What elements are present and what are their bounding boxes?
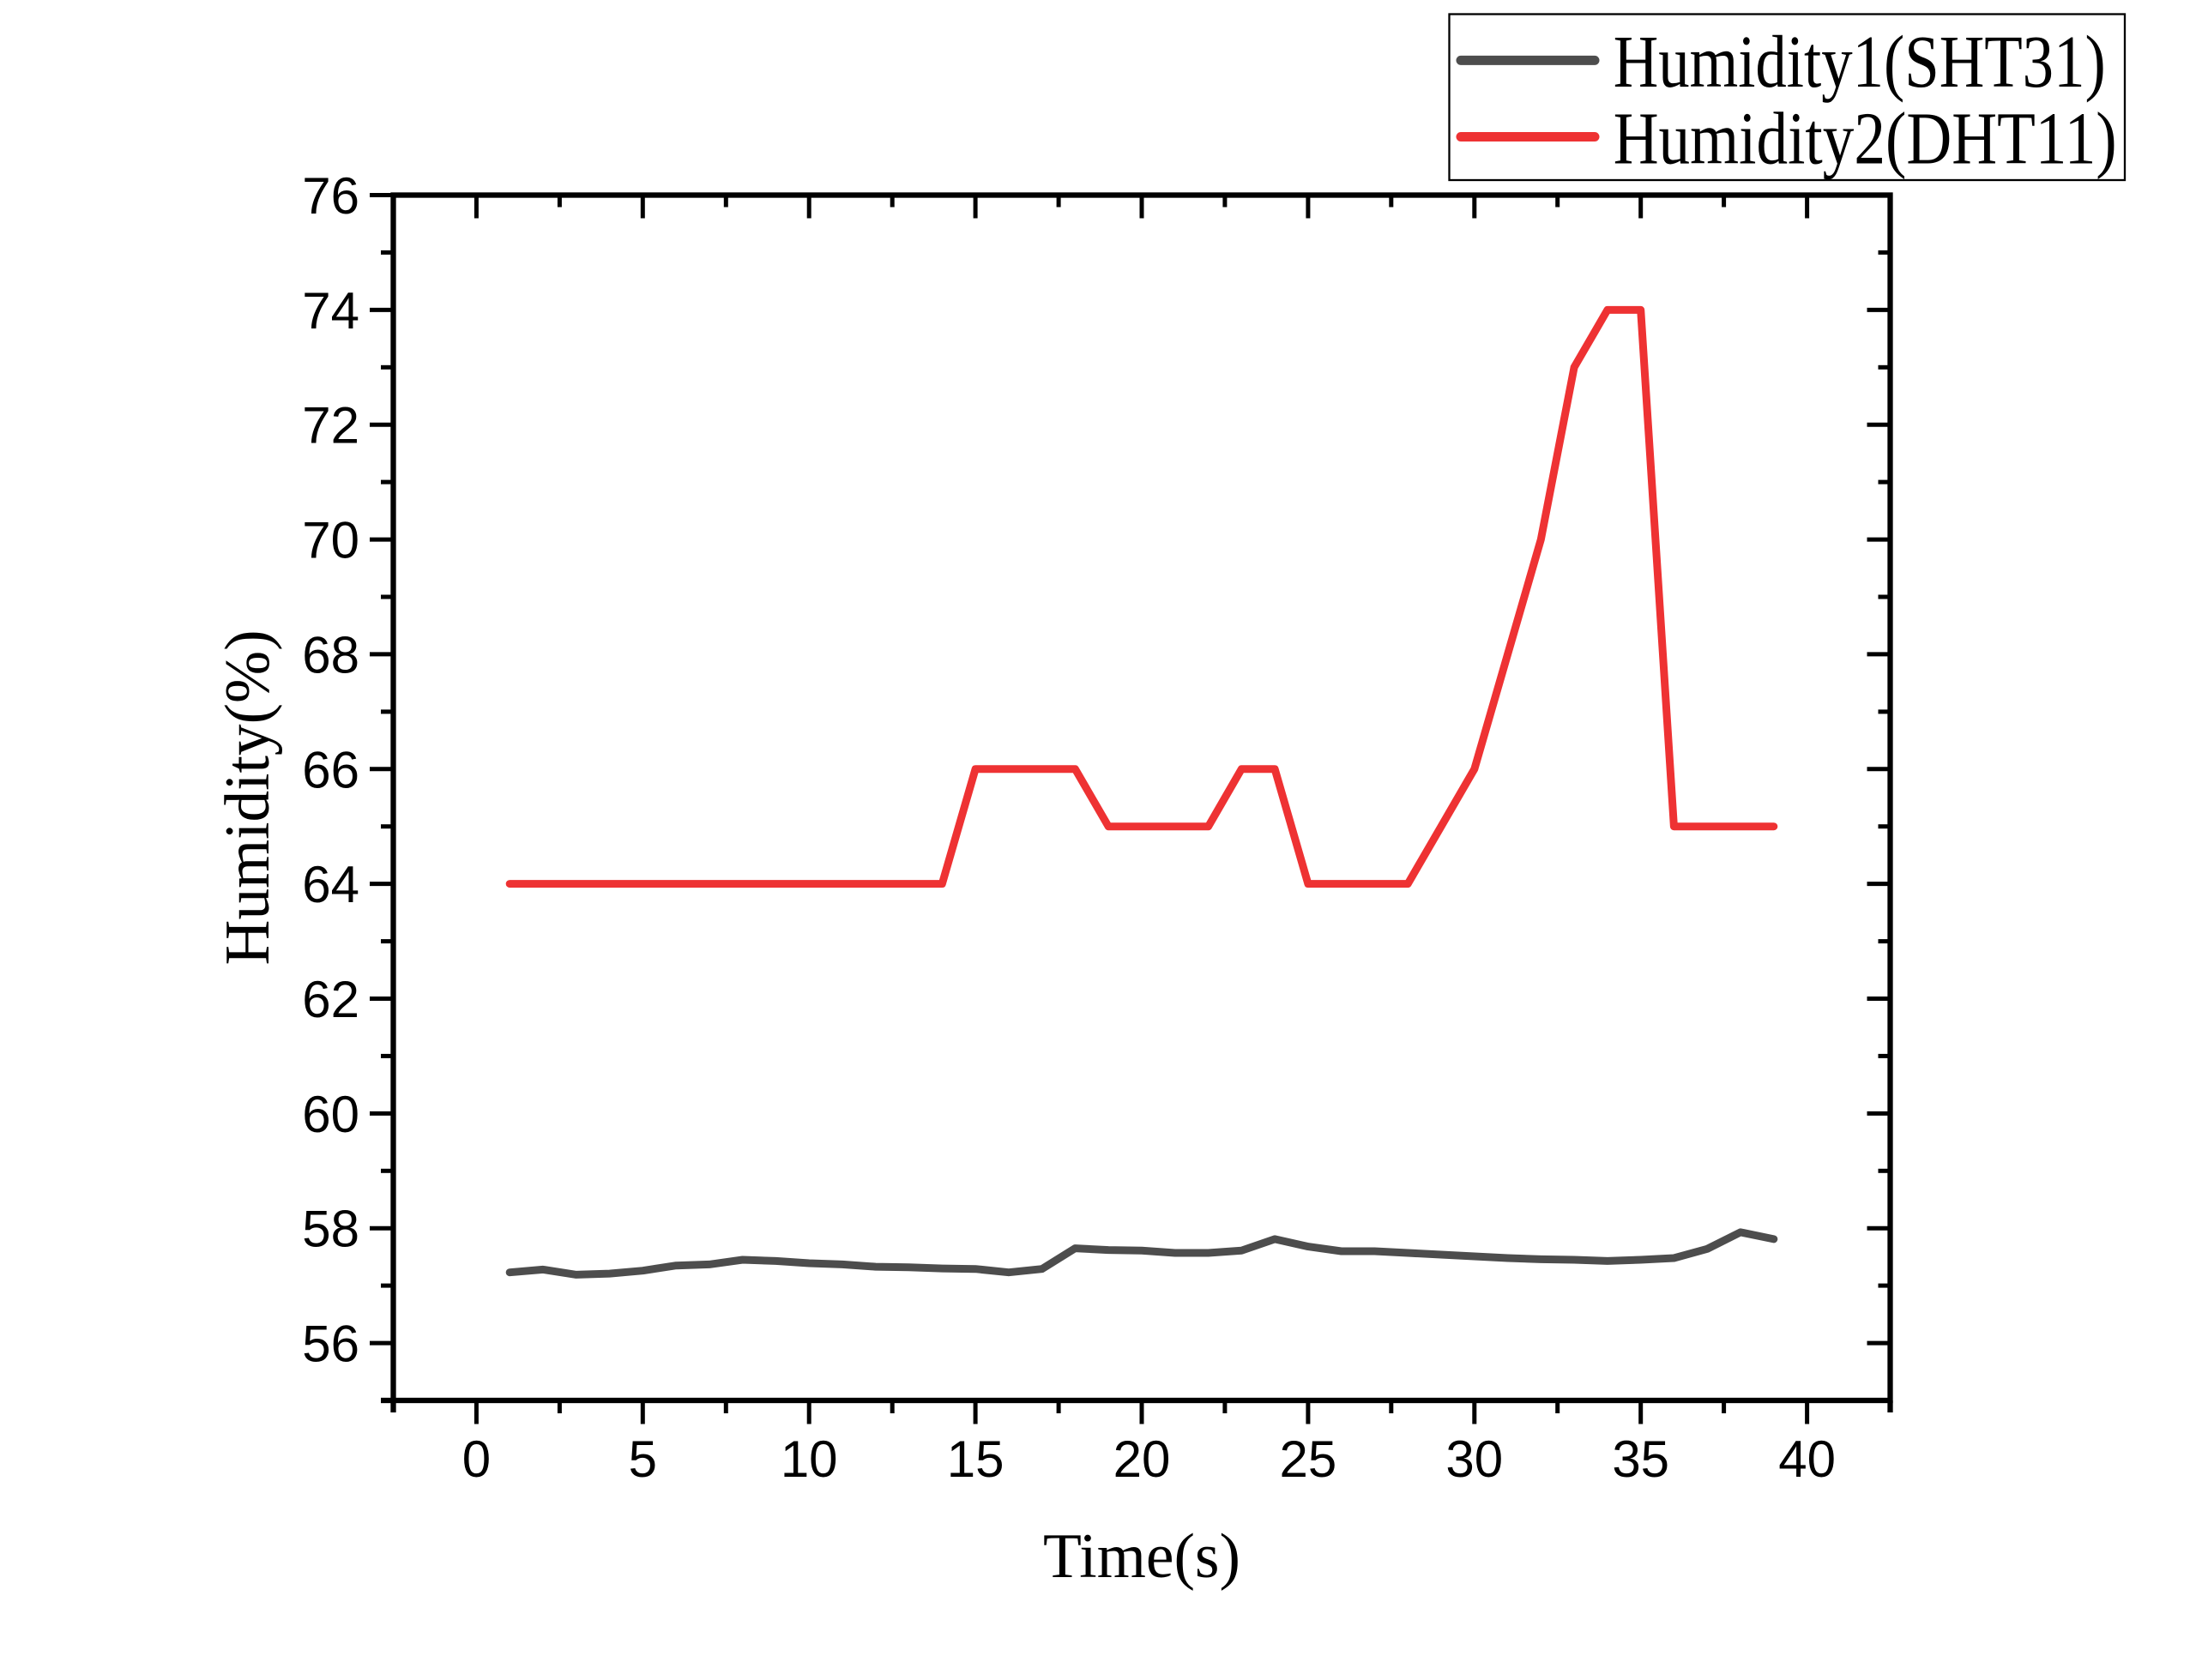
- svg-text:76: 76: [302, 167, 359, 225]
- svg-text:56: 56: [302, 1316, 359, 1373]
- svg-text:72: 72: [302, 397, 359, 455]
- svg-text:68: 68: [302, 626, 359, 683]
- svg-text:60: 60: [302, 1086, 359, 1143]
- svg-text:64: 64: [302, 856, 359, 913]
- svg-text:15: 15: [947, 1430, 1004, 1488]
- svg-text:58: 58: [302, 1201, 359, 1258]
- svg-text:Humidity(%): Humidity(%): [213, 630, 283, 966]
- svg-text:Humidity2(DHT11): Humidity2(DHT11): [1614, 97, 2117, 180]
- svg-text:66: 66: [302, 741, 359, 798]
- svg-text:Humidity1(SHT31): Humidity1(SHT31): [1614, 20, 2106, 103]
- svg-text:70: 70: [302, 512, 359, 569]
- svg-text:35: 35: [1612, 1430, 1669, 1488]
- svg-text:10: 10: [781, 1430, 838, 1488]
- svg-text:Time(s): Time(s): [1043, 1521, 1240, 1592]
- svg-text:62: 62: [302, 971, 359, 1028]
- svg-text:0: 0: [462, 1430, 491, 1488]
- svg-text:5: 5: [629, 1430, 657, 1488]
- svg-text:40: 40: [1778, 1430, 1836, 1488]
- svg-text:30: 30: [1445, 1430, 1503, 1488]
- svg-text:74: 74: [302, 282, 359, 340]
- svg-text:25: 25: [1280, 1430, 1337, 1488]
- svg-text:20: 20: [1113, 1430, 1171, 1488]
